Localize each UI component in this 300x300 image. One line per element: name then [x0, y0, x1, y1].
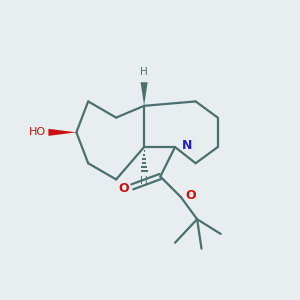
Text: H: H [140, 67, 148, 77]
Text: HO: HO [29, 127, 46, 137]
Text: H: H [140, 176, 148, 186]
Text: O: O [185, 189, 196, 202]
Polygon shape [48, 129, 76, 136]
Text: N: N [182, 139, 192, 152]
Text: O: O [119, 182, 129, 195]
Polygon shape [141, 82, 148, 106]
